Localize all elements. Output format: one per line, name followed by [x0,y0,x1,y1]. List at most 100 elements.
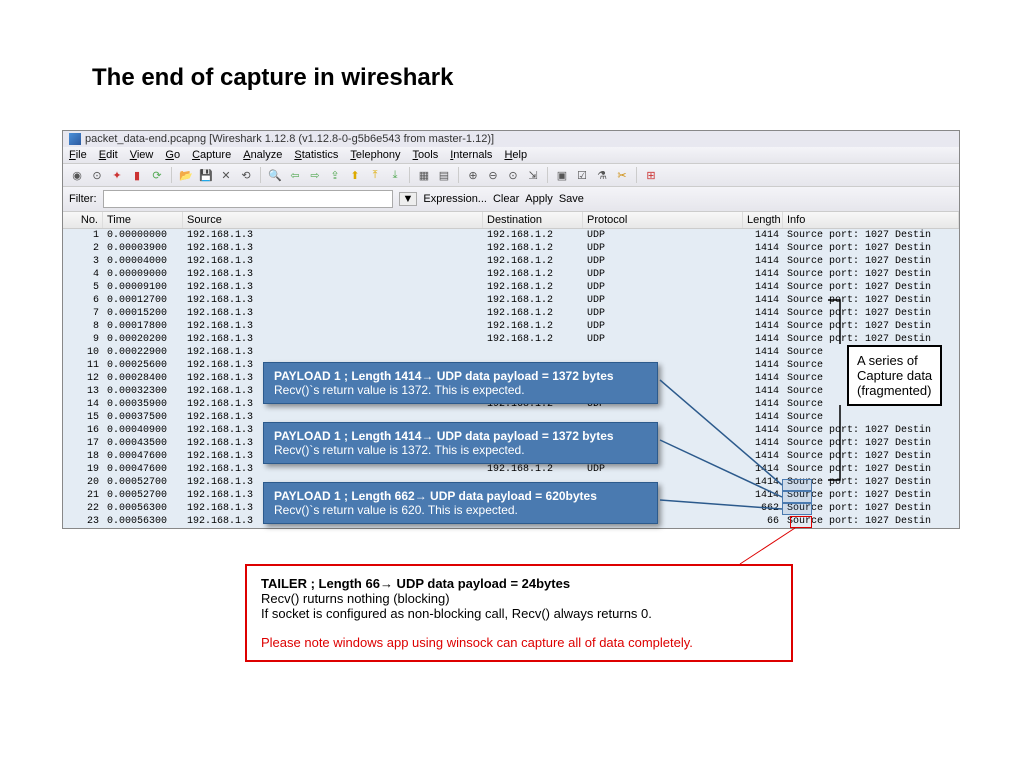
list-icon[interactable]: ▮ [129,167,145,183]
forward-icon[interactable]: ⇨ [307,167,323,183]
save-icon[interactable]: 💾 [198,167,214,183]
col-proto-header[interactable]: Protocol [583,212,743,228]
side-text: Capture data [857,368,932,383]
capture-icon[interactable]: ▣ [554,167,570,183]
packet-row[interactable]: 40.00009000192.168.1.3192.168.1.2UDP1414… [63,268,959,281]
tailer-annotation: TAILER ; Length 66→ UDP data payload = 2… [245,564,793,662]
arrow-icon: → [415,489,427,503]
menu-capture[interactable]: Capture [192,149,231,161]
dropdown-icon[interactable]: ▼ [399,192,418,206]
last-icon[interactable]: ⤓ [387,167,403,183]
packet-row[interactable]: 100.00022900192.168.1.31414Source [63,346,959,359]
col-src-header[interactable]: Source [183,212,483,228]
callout-text: UDP data payload = 620bytes [427,489,597,503]
menu-analyze[interactable]: Analyze [243,149,282,161]
wand-icon[interactable]: ✦ [109,167,125,183]
col-dst-header[interactable]: Destination [483,212,583,228]
apply-button[interactable]: Apply [525,193,553,205]
menu-help[interactable]: Help [504,149,527,161]
filter-icon[interactable]: ⚗ [594,167,610,183]
packet-row[interactable]: 30.00004000192.168.1.3192.168.1.2UDP1414… [63,255,959,268]
slide-title: The end of capture in wireshark [92,64,453,92]
clear-button[interactable]: Clear [493,193,519,205]
app-icon [69,133,81,145]
menu-telephony[interactable]: Telephony [350,149,400,161]
search-icon[interactable]: 🔍 [267,167,283,183]
callout-payload-1: PAYLOAD 1 ; Length 1414→ UDP data payloa… [263,362,658,404]
callout-payload-2: PAYLOAD 1 ; Length 1414→ UDP data payloa… [263,422,658,464]
menu-view[interactable]: View [130,149,154,161]
callout-text: Recv()`s return value is 1372. This is e… [274,443,647,457]
side-text: (fragmented) [857,383,932,398]
highlight-len-22 [782,503,812,515]
separator [636,167,637,183]
separator [458,167,459,183]
packet-row[interactable]: 20.00003900192.168.1.3192.168.1.2UDP1414… [63,242,959,255]
col-len-header[interactable]: Length [743,212,783,228]
filter-label: Filter: [69,193,97,205]
col-time-header[interactable]: Time [103,212,183,228]
side-text: A series of [857,353,932,368]
arrow-icon: → [421,369,433,383]
callout-text: Recv()`s return value is 620. This is ex… [274,503,647,517]
save-button[interactable]: Save [559,193,584,205]
redbox-text: If socket is configured as non-blocking … [261,606,777,621]
packet-row[interactable]: 70.00015200192.168.1.3192.168.1.2UDP1414… [63,307,959,320]
callout-text: PAYLOAD 1 ; Length 1414 [274,369,421,383]
col-info-header[interactable]: Info [783,212,959,228]
arrow-icon: → [380,576,393,591]
back-icon[interactable]: ⇦ [287,167,303,183]
window-title: packet_data-end.pcapng [Wireshark 1.12.8… [85,133,494,145]
callout-text: PAYLOAD 1 ; Length 1414 [274,429,421,443]
filter-input[interactable] [103,190,393,208]
separator [260,167,261,183]
zoom11-icon[interactable]: ⊙ [505,167,521,183]
redbox-warning: Please note windows app using winsock ca… [261,635,777,650]
highlight-len-21 [782,491,812,503]
packet-row[interactable]: 90.00020200192.168.1.3192.168.1.2UDP1414… [63,333,959,346]
zoomout-icon[interactable]: ⊖ [485,167,501,183]
expression-button[interactable]: Expression... [423,193,487,205]
separator [547,167,548,183]
menu-internals[interactable]: Internals [450,149,492,161]
resize-icon[interactable]: ⇲ [525,167,541,183]
column-headers: No. Time Source Destination Protocol Len… [63,212,959,229]
titlebar: packet_data-end.pcapng [Wireshark 1.12.8… [63,131,959,147]
stop-icon[interactable]: ⊙ [89,167,105,183]
highlight-len-23 [790,516,812,528]
first-icon[interactable]: ⤒ [367,167,383,183]
packet-row[interactable]: 190.00047600192.168.1.3192.168.1.2UDP141… [63,463,959,476]
panel2-icon[interactable]: ▤ [436,167,452,183]
menubar: File Edit View Go Capture Analyze Statistics Te… [63,147,959,164]
tools-icon[interactable]: ✂ [614,167,630,183]
jump-icon[interactable]: ⇪ [327,167,343,183]
help-icon[interactable]: ⊞ [643,167,659,183]
open-icon[interactable]: 📂 [178,167,194,183]
redbox-title: UDP data payload = 24bytes [393,576,570,591]
packet-row[interactable]: 80.00017800192.168.1.3192.168.1.2UDP1414… [63,320,959,333]
refresh-icon[interactable]: ⟳ [149,167,165,183]
panel1-icon[interactable]: ▦ [416,167,432,183]
goto-icon[interactable]: ⬆ [347,167,363,183]
callout-text: Recv()`s return value is 1372. This is e… [274,383,647,397]
redbox-text: Recv() ruturns nothing (blocking) [261,591,777,606]
menu-tools[interactable]: Tools [413,149,439,161]
close-icon[interactable]: ✕ [218,167,234,183]
callout-text: UDP data payload = 1372 bytes [433,369,613,383]
reload-icon[interactable]: ⟲ [238,167,254,183]
menu-go[interactable]: Go [165,149,180,161]
packet-row[interactable]: 10.00000000192.168.1.3192.168.1.2UDP1414… [63,229,959,242]
menu-file[interactable]: File [69,149,87,161]
packet-row[interactable]: 50.00009100192.168.1.3192.168.1.2UDP1414… [63,281,959,294]
side-annotation: A series of Capture data (fragmented) [847,345,942,406]
menu-statistics[interactable]: Statistics [294,149,338,161]
check-icon[interactable]: ☑ [574,167,590,183]
arrow-icon: → [421,429,433,443]
callout-text: UDP data payload = 1372 bytes [433,429,613,443]
col-no-header[interactable]: No. [63,212,103,228]
record-icon[interactable]: ◉ [69,167,85,183]
zoomin-icon[interactable]: ⊕ [465,167,481,183]
packet-row[interactable]: 60.00012700192.168.1.3192.168.1.2UDP1414… [63,294,959,307]
menu-edit[interactable]: Edit [99,149,118,161]
wireshark-window: packet_data-end.pcapng [Wireshark 1.12.8… [62,130,960,529]
